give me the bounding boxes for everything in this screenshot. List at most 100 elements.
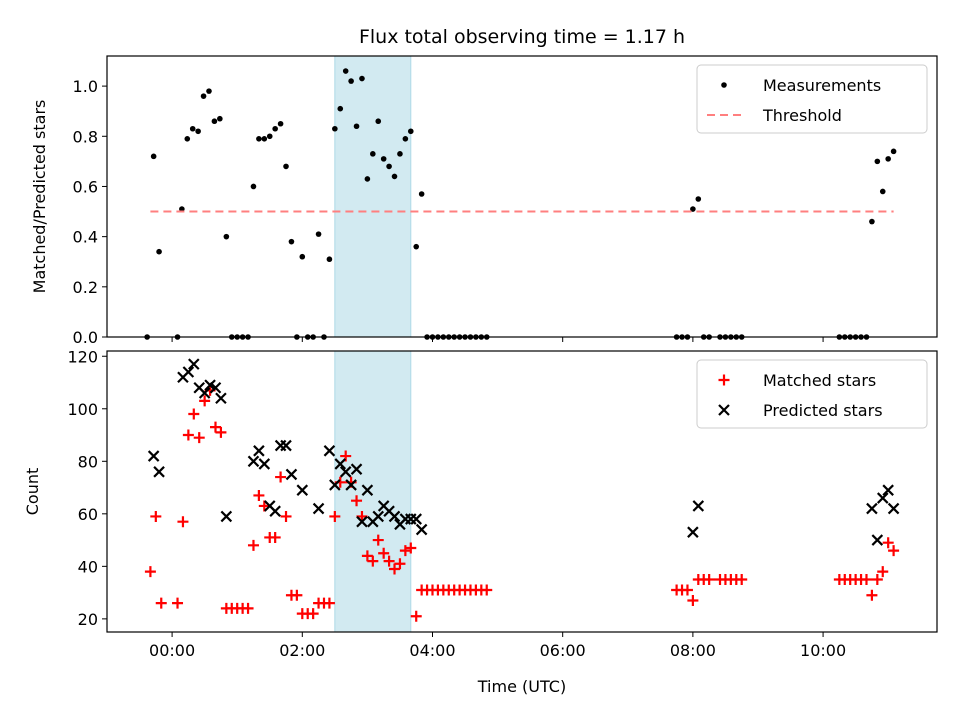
chart-title: Flux total observing time = 1.17 h (359, 26, 685, 48)
predicted-star-point (198, 387, 211, 399)
matched-star-point (351, 495, 363, 507)
y-tick-label: 0.2 (73, 278, 98, 297)
measurement-point (874, 158, 881, 165)
measurement-point (217, 115, 223, 122)
measurement-point (250, 183, 257, 190)
matched-star-point (882, 537, 894, 549)
matched-star-point (383, 555, 395, 567)
measurement-point (353, 123, 360, 130)
y-tick-label: 0.8 (73, 127, 98, 146)
predicted-star-point (882, 484, 894, 496)
series-predicted-stars (147, 358, 900, 546)
y-tick-label: 100 (67, 400, 98, 419)
measurement-point (359, 75, 365, 82)
measurement-point (200, 93, 207, 99)
predicted-star-point (188, 358, 200, 370)
measurement-point (402, 135, 409, 142)
matched-star-point (323, 597, 335, 609)
matched-star-point (307, 608, 319, 620)
predicted-star-point (312, 502, 325, 515)
matched-star-point (188, 408, 200, 420)
predicted-star-point (871, 534, 884, 546)
predicted-star-point (253, 445, 265, 457)
matched-star-point (361, 550, 373, 562)
measurement-point (397, 151, 403, 157)
measurement-point (299, 253, 306, 260)
legend-label-measurements: Measurements (763, 76, 881, 95)
predicted-star-point (345, 479, 357, 491)
matched-star-point (155, 597, 167, 609)
measurement-point (885, 156, 891, 162)
predicted-star-point (687, 526, 699, 538)
predicted-star-point (215, 392, 227, 405)
predicted-star-point (361, 484, 374, 496)
x-tick-label: 06:00 (540, 641, 586, 660)
matched-star-point (247, 539, 259, 551)
measurement-point (690, 206, 696, 212)
predicted-star-point (329, 479, 341, 491)
x-tick-label: 10:00 (800, 641, 846, 660)
y-tick-label: 40 (78, 557, 98, 576)
matched-star-point (329, 510, 341, 522)
y-tick-label: 80 (78, 452, 98, 471)
matched-star-point (866, 589, 878, 601)
matched-star-point (389, 563, 401, 575)
predicted-star-point (372, 510, 385, 523)
matched-star-point (199, 395, 211, 407)
legend-box (696, 359, 928, 429)
matched-star-point (209, 421, 221, 433)
measurement-point (413, 243, 420, 250)
measurement-point (342, 68, 349, 74)
matched-star-point (177, 516, 189, 528)
measurement-point (277, 120, 284, 127)
predicted-star-point (269, 505, 281, 517)
measurement-point (407, 128, 414, 135)
measurement-point (288, 238, 295, 245)
matched-star-point (871, 573, 883, 585)
predicted-star-point (887, 502, 900, 515)
y-tick-label: 0.6 (73, 177, 98, 196)
legend-measurements-swatch (721, 82, 727, 88)
x-tick-label: 04:00 (409, 641, 455, 660)
legend-label-predicted-stars: Predicted stars (763, 401, 883, 420)
measurement-point (150, 153, 157, 160)
top-panel: 0.0 0.2 0.4 0.6 0.8 1.0 Matched/Predicted star… (30, 55, 938, 347)
predicted-star-point (280, 439, 292, 452)
matched-star-point (253, 489, 265, 501)
predicted-star-point (876, 492, 889, 504)
axes-frame (106, 55, 938, 338)
matched-star-point (193, 432, 205, 444)
y-tick-label: 0.0 (73, 328, 98, 347)
matched-star-point (736, 573, 748, 585)
matched-star-point (280, 510, 292, 522)
measurement-point (375, 118, 382, 125)
y-tick-label: 0.4 (73, 228, 98, 247)
predicted-star-point (258, 458, 271, 470)
measurement-point (195, 128, 201, 135)
matched-star-point (258, 500, 270, 512)
matched-star-point (367, 555, 379, 567)
measurement-point (869, 218, 875, 225)
measurement-point (156, 248, 162, 255)
matched-star-point (394, 558, 406, 570)
matched-star-point (356, 510, 368, 522)
matched-star-point (481, 584, 493, 596)
measurement-point (332, 125, 338, 132)
matched-star-point (681, 584, 693, 596)
legend-label-threshold: Threshold (762, 106, 842, 125)
matched-star-point (405, 542, 417, 554)
x-tick-label: 08:00 (670, 641, 716, 660)
predicted-star-point (692, 500, 705, 512)
predicted-star-point (285, 468, 298, 481)
predicted-star-point (334, 458, 347, 470)
bottom-panel: 00:00 02:00 04:00 06:00 08:00 10:00 20 40 60 80 10… (23, 347, 938, 660)
series-matched-stars (144, 384, 900, 622)
measurement-point (266, 133, 273, 140)
matched-star-point (172, 597, 184, 609)
measurement-point (695, 196, 702, 202)
measurement-point (184, 135, 191, 142)
measurement-point (283, 163, 289, 170)
x-axis-label: Time (UTC) (477, 677, 566, 696)
matched-star-point (372, 534, 384, 546)
